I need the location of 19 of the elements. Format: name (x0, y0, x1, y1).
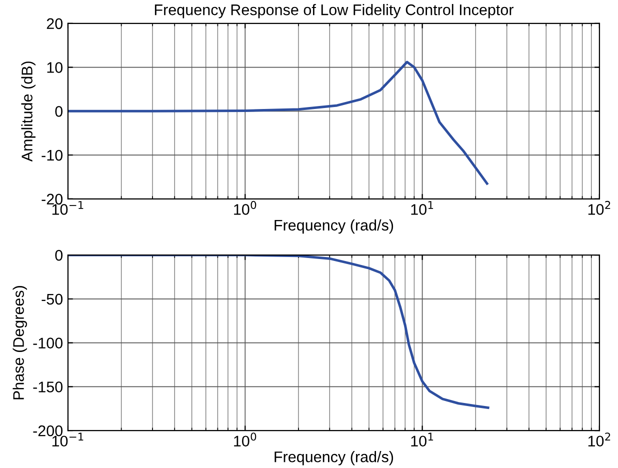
y-tick-label: 10 (47, 62, 63, 73)
x-tick-label: 10$^{2}$ (588, 432, 610, 447)
y-tick-label: 0 (55, 250, 63, 261)
y-tick-label: -10 (42, 150, 63, 161)
x-tick-label: 10$^{0}$ (234, 432, 256, 447)
x-axis-title: Frequency (rad/s) (274, 451, 394, 466)
x-axis-title: Frequency (rad/s) (274, 219, 394, 234)
x-tick-label: 10$^{0}$ (234, 200, 256, 215)
x-tick-label: 10$^{2}$ (588, 200, 610, 215)
y-tick-label: 0 (55, 106, 63, 117)
x-tick-label: 10$^{1}$ (411, 432, 434, 447)
y-tick-label: 20 (46, 18, 63, 30)
y-axis-title: Phase (Degrees) (12, 286, 27, 400)
y-tick-label: -100 (33, 338, 63, 348)
y-axis-title: Amplitude (dB) (21, 62, 36, 162)
x-tick-label: 10$^{1}$ (411, 201, 434, 215)
y-tick-label: -50 (42, 294, 63, 305)
chart-title: Frequency Response of Low Fidelity Control Inceptor (154, 4, 514, 18)
y-tick-label: -150 (33, 382, 63, 392)
